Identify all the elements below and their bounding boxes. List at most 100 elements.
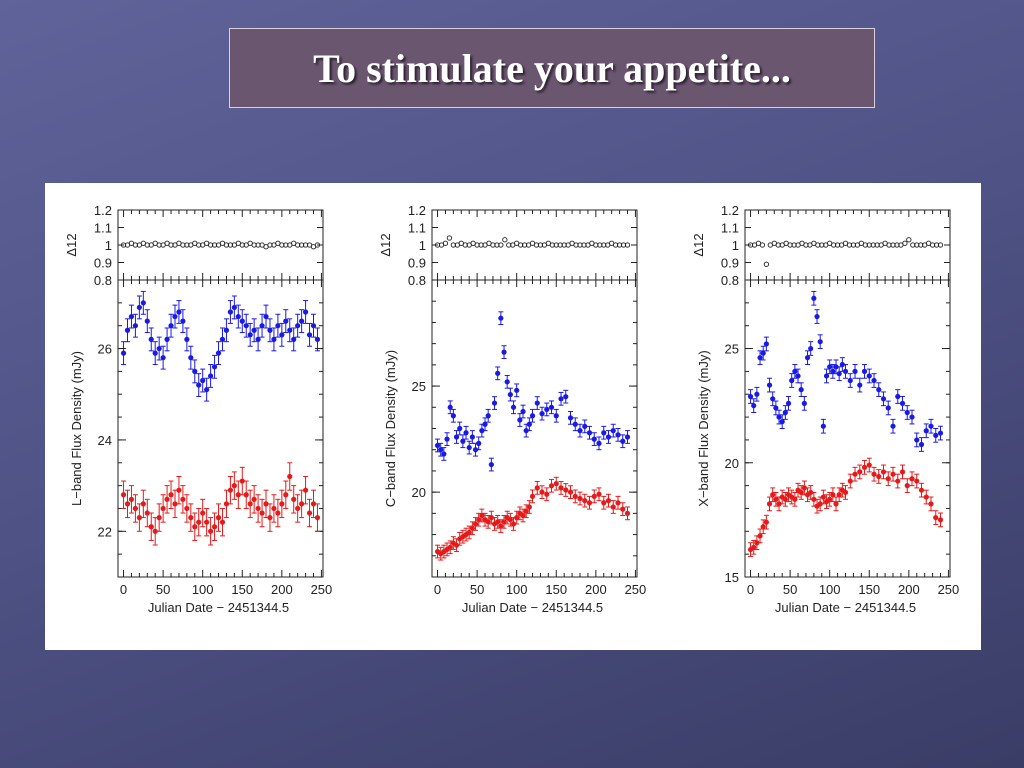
ratio-tick-label: 0.9 — [408, 256, 426, 271]
data-point-red — [247, 501, 253, 507]
slide-title: To stimulate your appetite... — [313, 45, 791, 91]
data-point-red — [773, 496, 779, 502]
ratio-axis-label: Δ12 — [691, 233, 706, 256]
data-point-red — [299, 501, 305, 507]
data-point-blue — [754, 391, 760, 397]
data-point-red — [136, 515, 142, 521]
data-point-red — [453, 542, 460, 548]
data-point-red — [211, 524, 218, 530]
data-point-red — [495, 519, 501, 525]
data-point-blue — [523, 428, 529, 434]
data-point-blue — [782, 409, 788, 416]
ratio-point — [624, 242, 631, 248]
data-point-blue — [615, 432, 621, 438]
data-point-red — [168, 492, 174, 498]
data-point-blue — [148, 336, 154, 342]
data-point-blue — [591, 436, 597, 442]
data-point-blue — [152, 350, 158, 356]
x-tick-label: 100 — [192, 582, 214, 597]
data-point-blue — [136, 304, 142, 311]
y-axis-label: L−band Flux Density (mJy) — [69, 351, 84, 506]
data-point-red — [302, 487, 309, 493]
data-point-red — [219, 519, 226, 525]
data-point-blue — [904, 409, 910, 416]
data-point-red — [933, 515, 939, 521]
y-axis-label: C−band Flux Density (mJy) — [383, 350, 398, 507]
data-point-red — [164, 496, 170, 502]
ratio-tick-label: 1.2 — [721, 203, 739, 218]
data-point-blue — [517, 417, 523, 423]
data-point-blue — [219, 336, 226, 342]
data-point-blue — [120, 350, 127, 356]
x-tick-label: 0 — [434, 582, 441, 597]
ratio-point — [498, 242, 504, 248]
data-point-red — [817, 501, 823, 507]
data-point-red — [310, 501, 317, 507]
data-point-red — [760, 524, 766, 530]
data-point-blue — [804, 355, 811, 361]
data-point-blue — [890, 423, 896, 429]
data-point-blue — [251, 327, 257, 333]
data-point-red — [751, 544, 757, 550]
data-point-red — [243, 492, 249, 498]
data-point-blue — [620, 438, 626, 444]
data-point-blue — [479, 428, 485, 434]
data-point-red — [624, 510, 631, 516]
data-point-red — [620, 506, 626, 512]
data-point-red — [128, 496, 135, 502]
ratio-point — [502, 237, 508, 243]
y-tick-label: 25 — [412, 379, 426, 394]
data-point-red — [792, 496, 798, 502]
data-point-blue — [830, 368, 836, 374]
data-point-red — [176, 487, 182, 493]
data-point-red — [227, 487, 233, 493]
data-point-blue — [763, 341, 769, 347]
data-point-blue — [795, 373, 801, 379]
data-point-red — [267, 515, 273, 521]
data-point-red — [156, 515, 162, 521]
data-point-blue — [937, 430, 944, 436]
data-point-blue — [520, 408, 526, 415]
data-point-blue — [548, 404, 555, 410]
ratio-tick-label: 1.1 — [721, 221, 739, 236]
data-point-blue — [792, 368, 798, 374]
data-point-blue — [488, 461, 494, 468]
x-tick-label: 200 — [898, 582, 920, 597]
data-point-red — [586, 500, 593, 506]
data-point-blue — [271, 336, 277, 342]
data-point-red — [295, 505, 301, 512]
data-point-blue — [760, 350, 766, 356]
data-point-red — [754, 540, 760, 546]
data-point-red — [507, 517, 513, 523]
ratio-tick-label: 1 — [419, 238, 426, 253]
data-point-blue — [909, 414, 915, 420]
ratio-tick-label: 1 — [105, 238, 112, 253]
data-point-blue — [453, 434, 460, 440]
data-point-red — [514, 515, 520, 521]
data-point-red — [937, 517, 944, 523]
x-axis-label: Julian Date − 2451344.5 — [775, 600, 916, 615]
data-point-blue — [558, 396, 564, 402]
data-point-red — [923, 494, 929, 500]
data-point-red — [866, 462, 872, 468]
data-point-red — [239, 478, 245, 484]
data-point-blue — [476, 440, 482, 446]
data-point-blue — [495, 370, 501, 376]
ratio-tick-label: 0.8 — [94, 273, 112, 288]
data-point-blue — [482, 421, 488, 427]
x-axis-label: Julian Date − 2451344.5 — [148, 600, 289, 615]
data-point-blue — [895, 393, 901, 400]
data-point-blue — [817, 339, 823, 345]
ratio-tick-label: 1.2 — [408, 203, 426, 218]
data-point-red — [488, 515, 494, 521]
data-point-blue — [885, 405, 891, 411]
x-tick-label: 150 — [858, 582, 880, 597]
data-point-red — [476, 517, 482, 523]
data-point-red — [548, 483, 555, 489]
data-point-red — [279, 501, 285, 507]
ratio-tick-label: 0.8 — [721, 273, 739, 288]
data-point-red — [472, 521, 479, 527]
data-point-red — [827, 496, 833, 502]
data-point-blue — [310, 323, 317, 329]
data-point-red — [615, 500, 621, 506]
